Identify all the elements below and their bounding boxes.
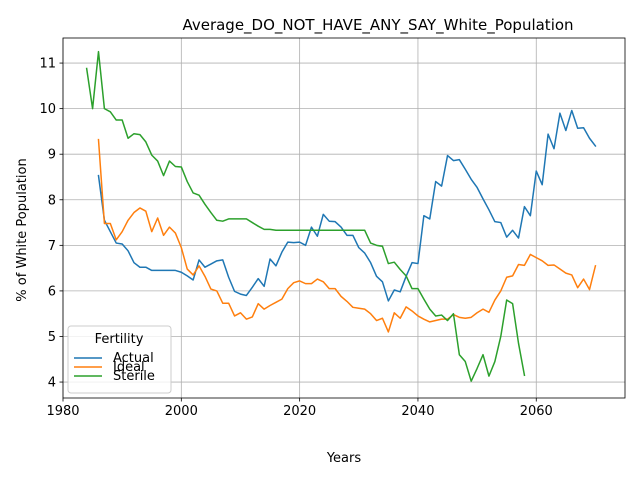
- axis-ticks: 1980 2000 2020 2040 2060 4 5 6 7 8 9 10 11: [39, 57, 552, 419]
- chart-title: Average_DO_NOT_HAVE_ANY_SAY_White_Popula…: [182, 16, 573, 35]
- y-tick-label: 10: [39, 102, 56, 117]
- y-tick-label: 4: [48, 376, 56, 391]
- x-tick-label: 1980: [46, 404, 79, 419]
- series-lines: [85, 50, 597, 382]
- series-line-actual: [97, 109, 597, 302]
- x-tick-label: 2000: [165, 404, 198, 419]
- y-tick-label: 5: [48, 330, 56, 345]
- x-tick-label: 2020: [283, 404, 316, 419]
- legend-label-sterile: Sterile: [113, 369, 155, 384]
- legend-label-actual: Actual: [113, 351, 154, 366]
- x-tick-label: 2040: [401, 404, 434, 419]
- y-tick-label: 6: [48, 284, 56, 299]
- x-axis-label: Years: [326, 451, 362, 466]
- legend-label-ideal: Ideal: [113, 360, 145, 375]
- series-line-sterile: [85, 50, 526, 382]
- y-tick-label: 11: [39, 57, 56, 72]
- legend-title: Fertility: [95, 332, 144, 347]
- y-tick-label: 7: [48, 239, 56, 254]
- legend: Fertility Actual Ideal Sterile: [67, 325, 172, 394]
- y-tick-label: 8: [48, 193, 56, 208]
- grid-lines: [62, 38, 625, 398]
- plot-area-frame: [62, 37, 626, 399]
- series-line-ideal: [97, 138, 597, 333]
- y-axis-label: % of White Population: [15, 158, 30, 301]
- x-tick-label: 2060: [520, 404, 553, 419]
- y-tick-label: 9: [48, 148, 56, 163]
